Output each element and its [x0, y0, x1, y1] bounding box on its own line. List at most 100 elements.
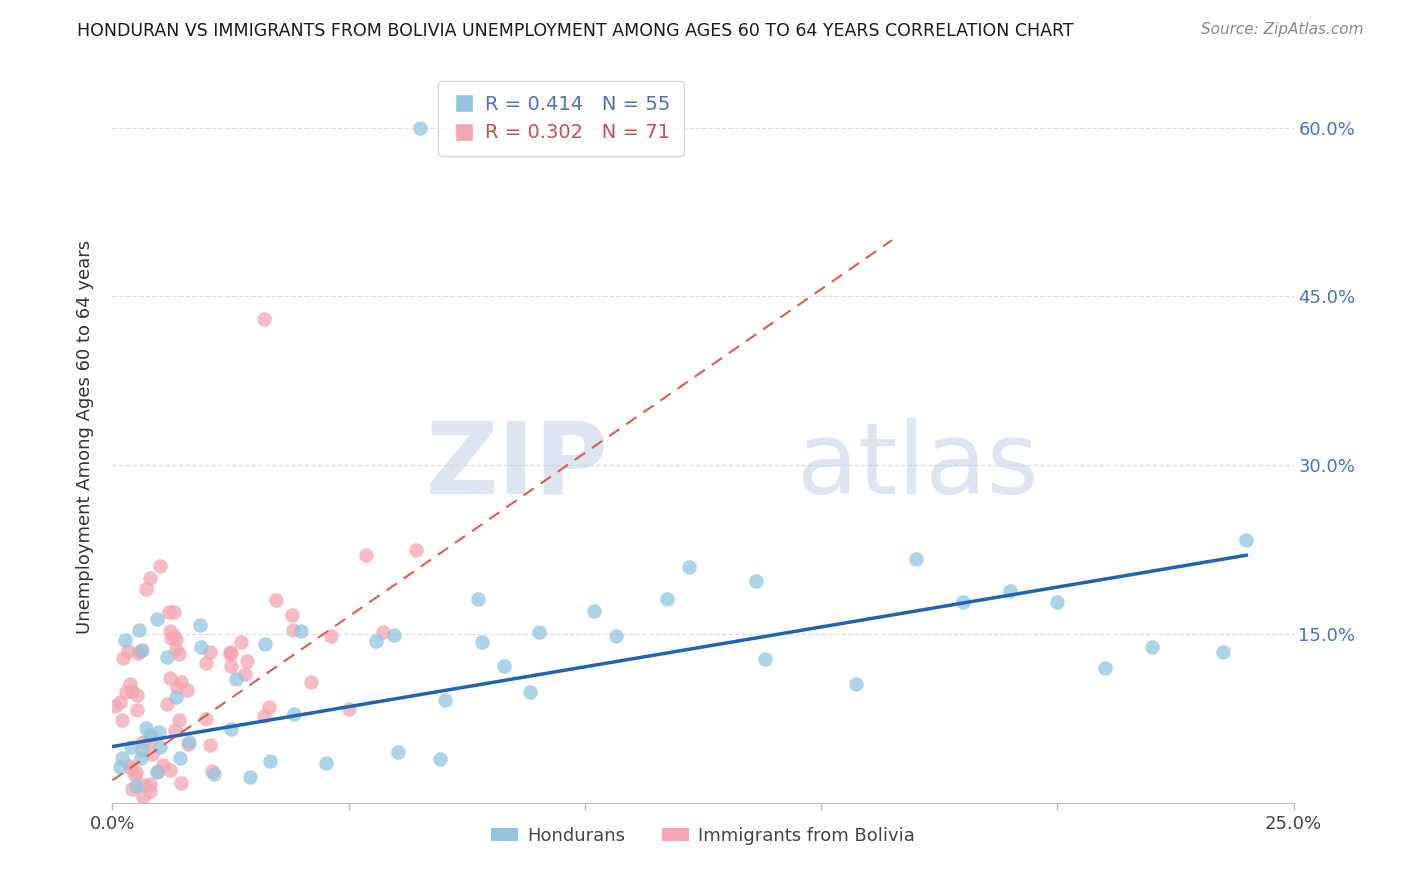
Point: [149, 559, 172, 574]
Point: [371, 624, 394, 639]
Point: [225, 672, 247, 686]
Point: [1140, 640, 1163, 655]
Point: [299, 674, 322, 689]
Point: [952, 595, 974, 609]
Text: ZIP: ZIP: [426, 417, 609, 515]
Point: [157, 605, 180, 619]
Point: [1212, 645, 1234, 659]
Text: HONDURAN VS IMMIGRANTS FROM BOLIVIA UNEMPLOYMENT AMONG AGES 60 TO 64 YEARS CORRE: HONDURAN VS IMMIGRANTS FROM BOLIVIA UNEM…: [77, 22, 1074, 40]
Point: [170, 776, 193, 790]
Point: [657, 591, 679, 606]
Point: [112, 651, 135, 665]
Point: [167, 714, 190, 728]
Point: [127, 646, 149, 660]
Point: [177, 735, 200, 749]
Point: [188, 618, 211, 632]
Point: [529, 625, 551, 640]
Point: [1234, 533, 1257, 547]
Point: [159, 671, 181, 685]
Point: [141, 747, 163, 761]
Point: [239, 770, 262, 784]
Point: [165, 690, 187, 704]
Point: [429, 752, 451, 766]
Point: [219, 644, 242, 658]
Point: [218, 647, 240, 661]
Point: [845, 677, 868, 691]
Point: [467, 592, 489, 607]
Point: [138, 784, 160, 798]
Point: [169, 751, 191, 765]
Point: [745, 574, 768, 589]
Text: atlas: atlas: [797, 417, 1039, 515]
Point: [471, 635, 494, 649]
Point: [155, 698, 177, 712]
Point: [160, 631, 183, 645]
Point: [754, 652, 776, 666]
Point: [152, 758, 174, 772]
Point: [165, 641, 187, 656]
Point: [104, 698, 127, 713]
Point: [434, 692, 457, 706]
Point: [120, 739, 142, 754]
Point: [382, 627, 405, 641]
Point: [128, 624, 150, 638]
Point: [315, 756, 337, 771]
Point: [176, 682, 198, 697]
Point: [219, 659, 242, 673]
Point: [233, 667, 256, 681]
Point: [200, 738, 222, 752]
Point: [111, 751, 134, 765]
Point: [904, 551, 927, 566]
Point: [121, 781, 143, 796]
Point: [202, 766, 225, 780]
Point: [198, 645, 221, 659]
Point: [129, 751, 152, 765]
Point: [159, 764, 181, 778]
Point: [125, 703, 148, 717]
Point: [125, 688, 148, 702]
Point: [120, 758, 142, 772]
Point: [139, 776, 162, 790]
Point: [387, 745, 409, 759]
Point: [120, 761, 142, 775]
Point: [163, 723, 186, 737]
Point: [146, 612, 169, 626]
Point: [131, 743, 153, 757]
Point: [364, 634, 387, 648]
Point: [132, 790, 155, 805]
Point: [120, 677, 142, 691]
Point: [190, 640, 212, 654]
Point: [148, 725, 170, 739]
Point: [408, 120, 430, 135]
Point: [121, 684, 143, 698]
Point: [159, 624, 181, 639]
Point: [108, 759, 131, 773]
Point: [219, 722, 242, 736]
Point: [128, 643, 150, 657]
Point: [605, 629, 627, 643]
Point: [148, 764, 170, 779]
Point: [194, 712, 217, 726]
Point: [219, 646, 242, 660]
Point: [146, 764, 169, 779]
Point: [139, 728, 162, 742]
Point: [201, 764, 224, 778]
Point: [281, 608, 304, 623]
Point: [108, 695, 131, 709]
Point: [166, 680, 188, 694]
Point: [337, 701, 360, 715]
Point: [117, 644, 139, 658]
Point: [998, 584, 1021, 599]
Point: [257, 699, 280, 714]
Point: [135, 582, 157, 596]
Point: [281, 624, 304, 638]
Point: [131, 642, 153, 657]
Point: [163, 629, 186, 643]
Point: [135, 722, 157, 736]
Point: [125, 779, 148, 793]
Point: [125, 765, 148, 780]
Text: Source: ZipAtlas.com: Source: ZipAtlas.com: [1201, 22, 1364, 37]
Point: [124, 768, 146, 782]
Point: [229, 635, 252, 649]
Point: [253, 312, 276, 326]
